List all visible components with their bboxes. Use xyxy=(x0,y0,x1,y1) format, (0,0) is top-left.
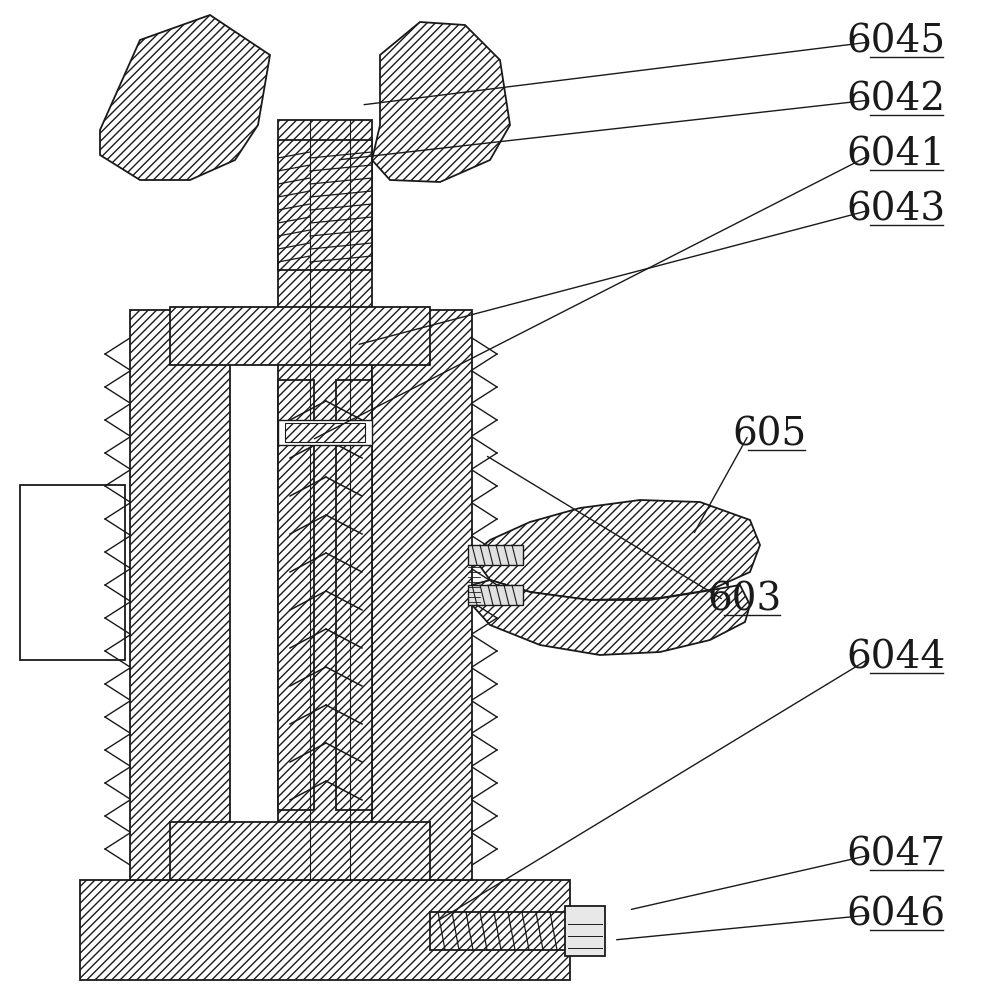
Text: 603: 603 xyxy=(708,582,782,618)
Polygon shape xyxy=(285,423,365,442)
Text: 6043: 6043 xyxy=(846,192,945,229)
Polygon shape xyxy=(130,310,230,880)
Text: 6045: 6045 xyxy=(846,23,945,60)
Polygon shape xyxy=(372,310,472,880)
Text: 6046: 6046 xyxy=(846,896,945,934)
Polygon shape xyxy=(80,880,570,980)
Polygon shape xyxy=(20,485,125,660)
Polygon shape xyxy=(430,912,570,950)
Polygon shape xyxy=(278,120,372,880)
Polygon shape xyxy=(100,15,270,180)
Polygon shape xyxy=(336,380,372,810)
Polygon shape xyxy=(472,500,760,600)
Polygon shape xyxy=(468,545,523,565)
Polygon shape xyxy=(278,380,314,810)
Polygon shape xyxy=(170,307,430,365)
Polygon shape xyxy=(278,420,372,445)
Text: 6044: 6044 xyxy=(846,640,945,676)
Text: 605: 605 xyxy=(733,416,807,454)
Text: 6041: 6041 xyxy=(846,136,945,174)
Polygon shape xyxy=(278,140,372,270)
Polygon shape xyxy=(565,906,605,956)
Text: 6042: 6042 xyxy=(846,82,945,118)
Polygon shape xyxy=(468,585,523,605)
Polygon shape xyxy=(170,822,430,880)
Text: 6047: 6047 xyxy=(846,836,945,874)
Polygon shape xyxy=(472,580,750,655)
Polygon shape xyxy=(372,22,510,182)
